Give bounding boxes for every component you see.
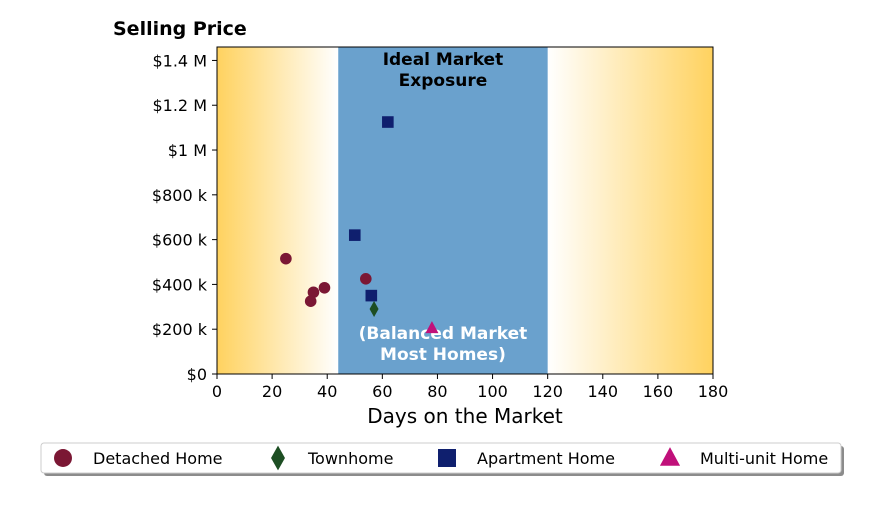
legend-marker-circle	[54, 449, 72, 467]
y-tick-label: $600 k	[152, 231, 208, 250]
x-tick-label: 0	[212, 382, 222, 401]
data-point-diamond	[369, 301, 379, 318]
ideal-exposure-band	[338, 47, 548, 374]
legend-marker-square	[438, 449, 456, 467]
plot-frame	[216, 46, 714, 375]
y-tick-label: $1.2 M	[152, 96, 207, 115]
data-point-circle	[307, 286, 320, 299]
x-tick-label: 180	[698, 382, 729, 401]
data-point-square	[348, 229, 361, 241]
x-tick-label: 60	[372, 382, 392, 401]
x-tick-label: 20	[262, 382, 282, 401]
region-label-top: Ideal Market	[383, 50, 504, 70]
region-label-bottom: Most Homes)	[380, 345, 506, 365]
legend-label: Multi-unit Home	[700, 449, 828, 468]
background-right	[547, 47, 713, 374]
data-point-circle	[360, 273, 372, 285]
y-tick-label: $1.4 M	[152, 51, 207, 70]
legend-marker-diamond	[271, 445, 285, 471]
background-left	[217, 47, 339, 374]
legend: Detached Home Townhome Apartment Home Multi…	[40, 442, 844, 476]
plot-background	[217, 47, 713, 374]
y-tick-label: $0	[187, 365, 207, 384]
data-point-circle	[280, 252, 292, 265]
x-tick-label: 40	[317, 382, 337, 401]
y-tick-label: $400 k	[152, 275, 208, 294]
y-axis: $0 $200 k $400 k $600 k $800 k $1 M $1.2 M $1.4…	[152, 51, 217, 384]
data-point-circle	[304, 295, 317, 308]
x-tick-label: 160	[643, 382, 674, 401]
data-point-square	[382, 116, 394, 128]
chart-title: Selling Price	[113, 18, 247, 40]
data-point-circle	[318, 281, 331, 294]
x-tick-label: 100	[477, 382, 508, 401]
region-label-top: Exposure	[399, 71, 488, 91]
y-tick-label: $1 M	[168, 141, 207, 160]
legend-label: Townhome	[307, 449, 393, 468]
legend-label: Apartment Home	[477, 449, 615, 468]
data-point-triangle	[425, 321, 439, 334]
x-tick-label: 80	[427, 382, 447, 401]
legend-label: Detached Home	[93, 449, 223, 468]
data-points	[280, 116, 439, 334]
y-tick-label: $200 k	[152, 320, 208, 339]
region-label-bottom: (Balanced Market	[359, 324, 528, 344]
data-point-square	[365, 289, 378, 302]
legend-marker-triangle	[659, 447, 681, 466]
x-tick-label: 120	[532, 382, 563, 401]
x-axis: 0 20 40 60 80 100 120 140 160 180	[212, 374, 728, 401]
y-tick-label: $800 k	[152, 186, 208, 205]
x-tick-label: 140	[588, 382, 619, 401]
x-axis-label: Days on the Market	[367, 404, 563, 428]
